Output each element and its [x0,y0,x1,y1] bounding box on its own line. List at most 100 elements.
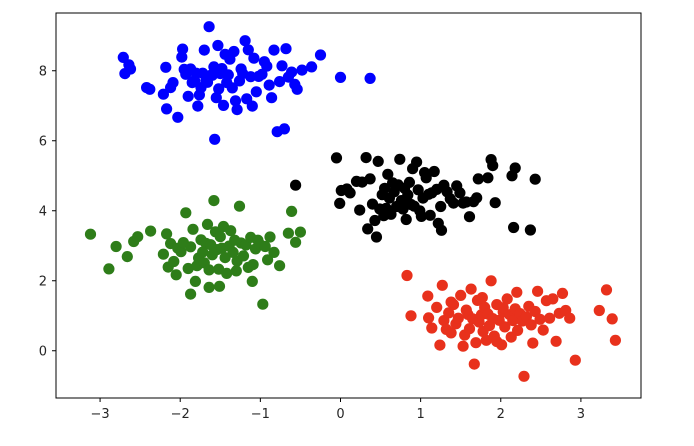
data-point [226,82,238,94]
data-point [401,269,413,282]
data-point [276,60,288,72]
data-point [261,60,273,72]
data-point [250,86,262,98]
data-point [280,43,292,55]
x-tick-label: 3 [577,407,585,422]
data-point [182,262,194,275]
data-point [221,267,233,279]
data-point [385,208,397,220]
data-point [227,246,239,258]
x-tick-label: −3 [90,407,109,422]
data-point [242,44,254,56]
data-point [222,69,234,81]
data-point [435,224,448,236]
data-point [259,240,271,253]
data-point [360,152,372,164]
data-point [485,275,497,287]
data-point [518,370,530,382]
data-point [110,240,122,253]
data-point [231,104,243,116]
data-point [472,173,484,185]
data-point [209,133,221,145]
data-point [525,319,537,331]
data-point [497,302,509,314]
data-point [208,195,220,207]
y-tick-label: 2 [39,274,47,289]
data-point [246,275,258,287]
data-point [443,307,455,319]
data-point [550,335,562,347]
data-point [364,173,376,185]
data-point [180,207,192,219]
data-point [369,214,381,227]
data-point [157,88,169,100]
data-point [334,71,347,83]
scatter-points [84,21,622,382]
data-point [274,260,286,272]
data-point [463,323,476,335]
x-tick-label: −2 [171,407,190,422]
data-point [219,252,231,264]
data-point [263,79,275,91]
data-point [499,321,511,333]
data-point [124,63,137,75]
data-point [372,155,384,167]
data-point [394,153,406,165]
data-point [168,255,180,268]
data-point [103,263,115,275]
x-tick-label: 0 [336,407,344,422]
data-point [547,293,559,305]
data-point [225,225,237,237]
data-point [457,340,469,352]
data-point [428,165,440,178]
data-point [330,152,343,164]
data-point [177,43,189,55]
series-0 [117,21,376,145]
data-point [423,312,435,324]
y-tick-label: 8 [39,64,47,79]
data-point [527,337,539,349]
data-point [593,304,605,317]
data-point [170,269,182,281]
data-point [84,228,97,240]
data-point [520,311,533,323]
data-point [230,265,242,277]
data-point [354,204,366,216]
data-point [201,218,214,230]
data-point [436,279,448,291]
data-point [160,61,172,73]
data-point [198,44,210,56]
data-point [524,224,537,236]
data-point [286,205,298,217]
data-point [291,83,303,95]
data-point [606,313,618,325]
data-point [403,176,415,188]
data-point [564,312,576,324]
data-point [290,236,302,248]
y-axis: 0 2 4 6 8 [39,64,56,359]
data-point [454,187,466,199]
data-point [431,301,443,313]
data-point [197,246,209,258]
data-point [247,259,259,271]
data-point [282,227,294,239]
data-point [468,358,480,370]
x-tick-label: 2 [497,407,505,422]
data-point [290,179,302,191]
data-point [185,241,197,253]
data-point [445,327,457,339]
data-point [228,45,240,58]
data-point [544,312,556,324]
data-point [422,290,434,302]
y-tick-label: 6 [39,134,47,149]
data-point [203,264,215,276]
data-point [334,197,346,209]
data-point [132,231,144,243]
data-point [266,92,278,104]
data-point [268,246,280,258]
data-point [405,310,417,322]
data-point [256,68,268,80]
data-point [210,92,222,104]
data-point [296,64,308,76]
y-tick-label: 0 [39,344,47,359]
